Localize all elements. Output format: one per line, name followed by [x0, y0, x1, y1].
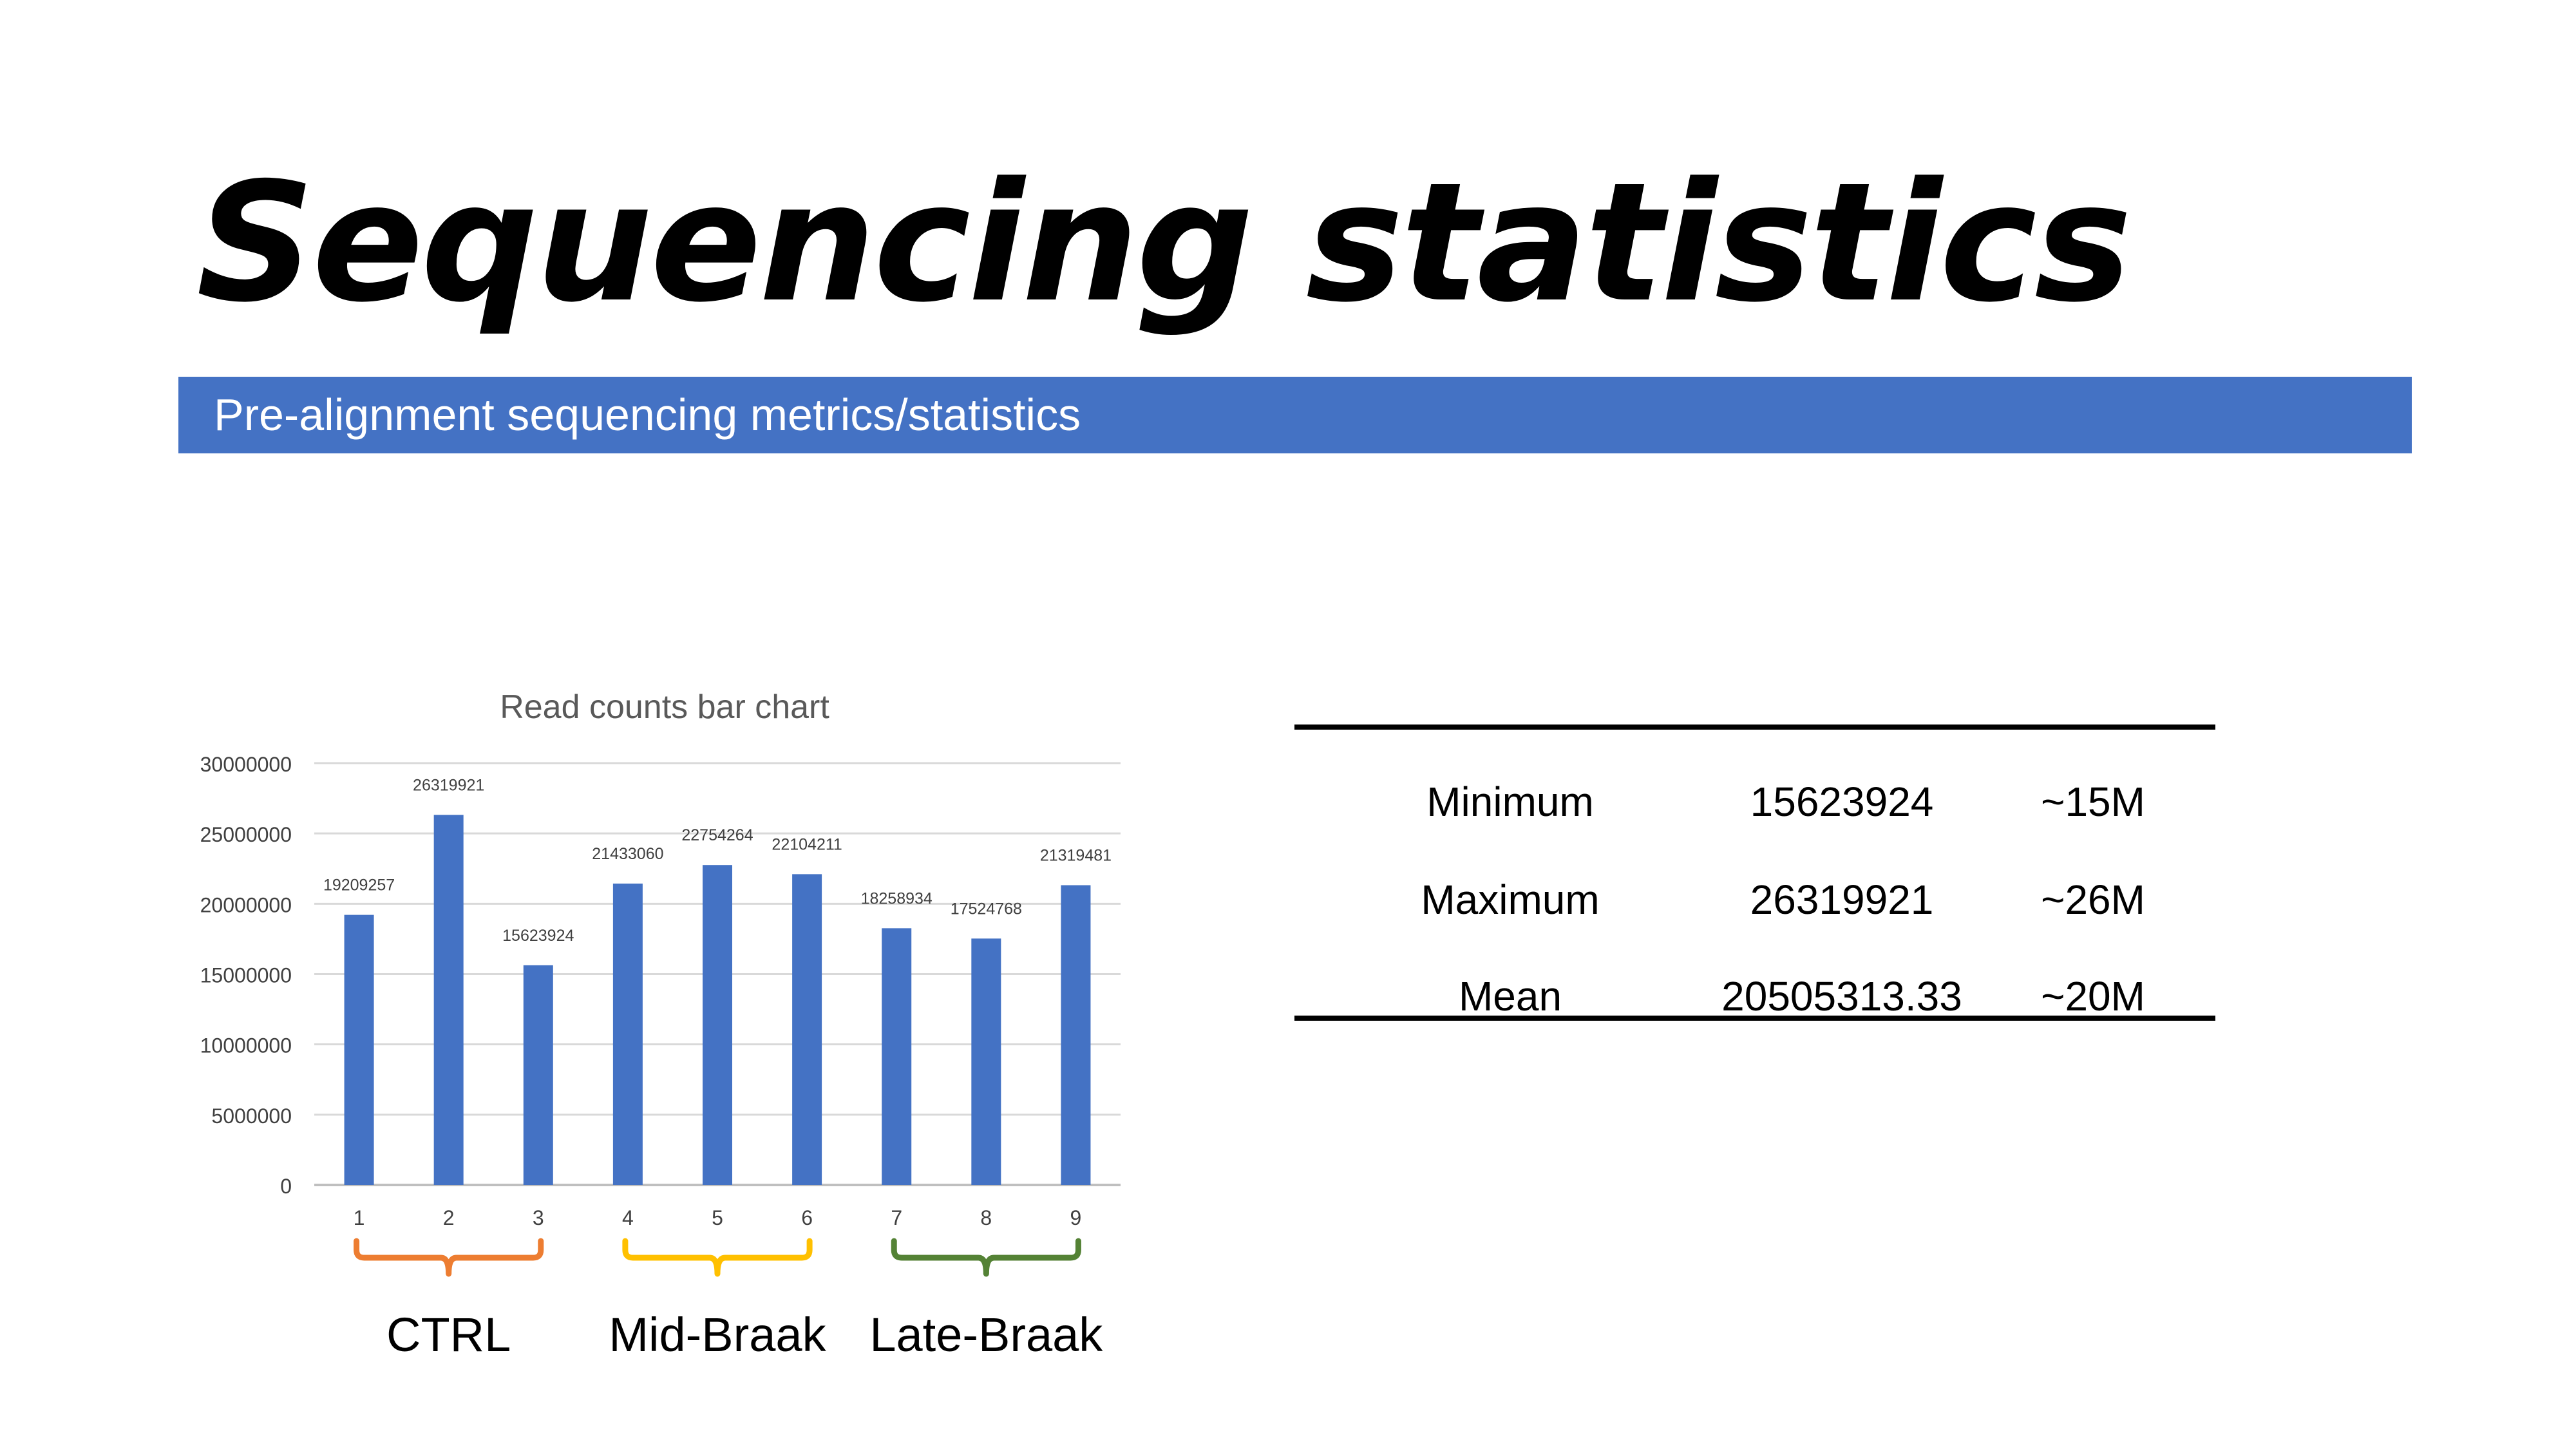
x-tick-label-2: 2: [443, 1206, 455, 1229]
data-label-8: 17524768: [951, 900, 1022, 918]
data-label-9: 21319481: [1040, 847, 1112, 865]
y-tick-label: 30000000: [200, 753, 292, 776]
table-top-rule: [1294, 724, 2215, 730]
chart-title: Read counts bar chart: [500, 688, 829, 726]
page-title: Sequencing statistics: [196, 147, 2132, 339]
group-label-mid-braak: Mid-Braak: [609, 1308, 826, 1361]
data-label-2: 26319921: [413, 776, 484, 794]
subtitle-text: Pre-alignment sequencing metrics/statist…: [214, 390, 1081, 440]
bar-7: [882, 928, 912, 1185]
y-tick-label: 5000000: [211, 1104, 292, 1128]
data-label-7: 18258934: [861, 889, 933, 907]
data-label-6: 22104211: [772, 835, 842, 853]
x-tick-label-4: 4: [622, 1206, 634, 1229]
group-braces: [354, 1238, 1081, 1277]
row-value-maximum: 26319921: [1750, 876, 1934, 923]
x-tick-label-7: 7: [891, 1206, 902, 1229]
statistics-table: Minimum 15623924 ~15M Maximum 26319921 ~…: [1294, 724, 2215, 1021]
row-label-minimum: Minimum: [1426, 779, 1594, 825]
row-label-mean: Mean: [1458, 973, 1562, 1019]
x-tick-label-6: 6: [801, 1206, 813, 1229]
table-bottom-rule: [1294, 1016, 2215, 1021]
x-tick-label-3: 3: [533, 1206, 544, 1229]
bar-5: [703, 865, 732, 1185]
chart-x-axis: 1 2 3 4 5 6 7 8 9: [354, 1206, 1082, 1229]
row-value-minimum: 15623924: [1750, 779, 1934, 825]
data-label-5: 22754264: [681, 826, 753, 844]
y-tick-label: 20000000: [200, 893, 292, 916]
subtitle-band: Pre-alignment sequencing metrics/statist…: [178, 377, 2412, 453]
chart-data-labels: 19209257 26319921 15623924 21433060 22754264…: [323, 776, 1112, 945]
group-brace-mid-braak: [622, 1238, 813, 1277]
y-tick-label: 15000000: [200, 964, 292, 987]
x-tick-label-5: 5: [712, 1206, 723, 1229]
group-label-late-braak: Late-Braak: [869, 1308, 1103, 1361]
group-brace-ctrl: [354, 1238, 544, 1277]
group-label-ctrl: CTRL: [386, 1308, 511, 1361]
data-label-4: 21433060: [592, 845, 663, 863]
data-label-3: 15623924: [502, 927, 574, 945]
bar-6: [792, 874, 822, 1185]
row-label-maximum: Maximum: [1421, 876, 1600, 923]
y-tick-label: 0: [280, 1175, 292, 1198]
row-approx-minimum: ~15M: [2041, 779, 2145, 825]
x-tick-label-1: 1: [354, 1206, 365, 1229]
y-tick-label: 25000000: [200, 823, 292, 846]
y-tick-label: 10000000: [200, 1034, 292, 1057]
bar-8: [971, 938, 1001, 1185]
data-label-1: 19209257: [323, 876, 395, 895]
row-approx-maximum: ~26M: [2041, 876, 2145, 923]
x-tick-label-8: 8: [980, 1206, 992, 1229]
bar-4: [612, 884, 643, 1185]
row-value-mean: 20505313.33: [1721, 973, 1962, 1019]
bar-1: [344, 914, 374, 1185]
row-approx-mean: ~20M: [2041, 973, 2145, 1019]
chart-y-axis: 0 5000000 10000000 15000000 20000000 25000000…: [200, 753, 292, 1198]
group-brace-late-braak: [891, 1238, 1081, 1277]
bar-9: [1061, 885, 1091, 1185]
chart-bars: [344, 815, 1091, 1185]
bar-3: [523, 965, 553, 1185]
bar-2: [433, 815, 464, 1185]
x-tick-label-9: 9: [1070, 1206, 1082, 1229]
